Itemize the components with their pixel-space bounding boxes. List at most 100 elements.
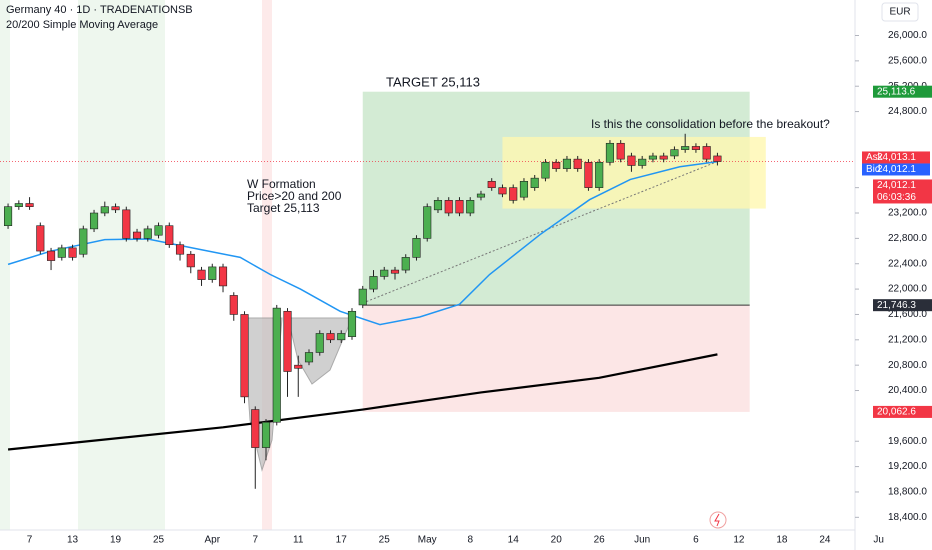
y-tick-label: 20,400.0 (888, 385, 927, 396)
price-label-box (873, 179, 932, 204)
candle-body (197, 269, 206, 280)
chart-title: Germany 40 · 1D · TRADENATIONSB (6, 4, 193, 16)
candle-body (143, 228, 152, 239)
annotation: Target 25,113 (247, 201, 320, 215)
candle-body (401, 257, 410, 271)
candle-body (347, 310, 357, 337)
candle-body (165, 225, 174, 246)
session-band (78, 0, 165, 530)
price-label: 21,746.3 (877, 300, 916, 311)
price-label: 24,012.1 (877, 164, 916, 175)
candle-body (638, 158, 647, 166)
x-tick-label: 24 (819, 535, 831, 546)
candle-body (423, 206, 432, 239)
candle-body (487, 181, 496, 188)
candle-body (337, 333, 346, 341)
x-tick-label: 18 (776, 535, 788, 546)
price-label: 24,012.1 (877, 180, 916, 191)
candle-body (530, 177, 539, 188)
candle-body (122, 209, 131, 239)
price-label: 20,062.6 (877, 407, 916, 418)
x-tick-label: May (418, 535, 437, 546)
candle-body (79, 228, 88, 255)
annotation: TARGET 25,113 (386, 74, 480, 89)
y-tick-label: 21,200.0 (888, 334, 927, 345)
session-band (0, 0, 10, 530)
candle-body (3, 206, 13, 226)
price-label-box (873, 85, 932, 98)
price-label-box (873, 299, 932, 312)
y-tick-label: 25,600.0 (888, 56, 927, 67)
candle-body (68, 247, 77, 258)
price-label: 24,013.1 (877, 152, 916, 163)
y-tick-label: 22,800.0 (888, 233, 927, 244)
candle-body (14, 203, 23, 207)
candle-body (326, 333, 335, 341)
candle-body (541, 161, 550, 179)
chart-subtitle: 20/200 Simple Moving Average (6, 19, 158, 31)
y-tick-label: 26,000.0 (888, 30, 927, 41)
candle-body (390, 269, 400, 274)
y-tick-label: 19,200.0 (888, 461, 927, 472)
candle-body (713, 155, 722, 162)
candle-body (455, 200, 464, 214)
candle-body (648, 155, 658, 160)
x-tick-label: 17 (336, 535, 348, 546)
y-tick-label: 18,400.0 (888, 512, 927, 523)
y-tick-label: 23,200.0 (888, 208, 927, 219)
currency-box[interactable] (881, 2, 919, 22)
candle-body (358, 288, 367, 306)
y-tick-label: 22,000.0 (888, 284, 927, 295)
candle-body (519, 181, 529, 198)
zone (362, 305, 750, 412)
candle-body (691, 146, 700, 150)
candle-body (208, 266, 217, 280)
candle-body (294, 364, 303, 369)
y-tick-label: 18,800.0 (888, 487, 927, 498)
events-icon[interactable] (714, 513, 720, 527)
annotation: Is this the consolidation before the bre… (591, 117, 830, 131)
price-label-box (862, 151, 930, 164)
candle-body (659, 155, 668, 160)
candle-body (57, 247, 66, 258)
y-tick-label: 19,600.0 (888, 436, 927, 447)
moving-average (7, 353, 718, 451)
x-tick-label: 8 (467, 535, 473, 546)
candle-body (154, 225, 163, 236)
candle-body (229, 295, 238, 315)
candle-body (186, 253, 195, 268)
candle-body (111, 206, 120, 211)
candle-body (369, 276, 378, 290)
x-tick-label: 11 (293, 535, 304, 546)
candle-body (315, 333, 324, 353)
candle-body (498, 187, 507, 195)
candle-body (261, 421, 271, 448)
currency[interactable]: EUR (889, 7, 910, 18)
x-tick-label: 12 (733, 535, 745, 546)
annotation: W Formation (247, 177, 316, 191)
candle-body (595, 161, 604, 188)
events-icon[interactable] (709, 511, 727, 529)
candle-body (573, 158, 582, 169)
candle-body (36, 225, 45, 252)
annotation: Price>20 and 200 (247, 189, 342, 203)
candle-body (509, 187, 518, 201)
candle-body (702, 146, 711, 160)
x-tick-label: 20 (551, 535, 563, 546)
x-tick-label: 14 (508, 535, 520, 546)
candle-body (175, 244, 185, 255)
candle-body (444, 200, 453, 214)
candle-body (584, 161, 593, 188)
candle-body (25, 203, 34, 207)
price-tag: Bid (866, 164, 880, 175)
candle-body (89, 212, 99, 230)
x-tick-label: 7 (252, 535, 258, 546)
x-tick-label: 25 (153, 535, 165, 546)
candle-body (412, 238, 421, 258)
candle-body (304, 352, 314, 363)
candle-body (46, 250, 56, 261)
candle-body (605, 142, 615, 163)
candle-body (616, 142, 625, 160)
candle-body (100, 206, 109, 214)
